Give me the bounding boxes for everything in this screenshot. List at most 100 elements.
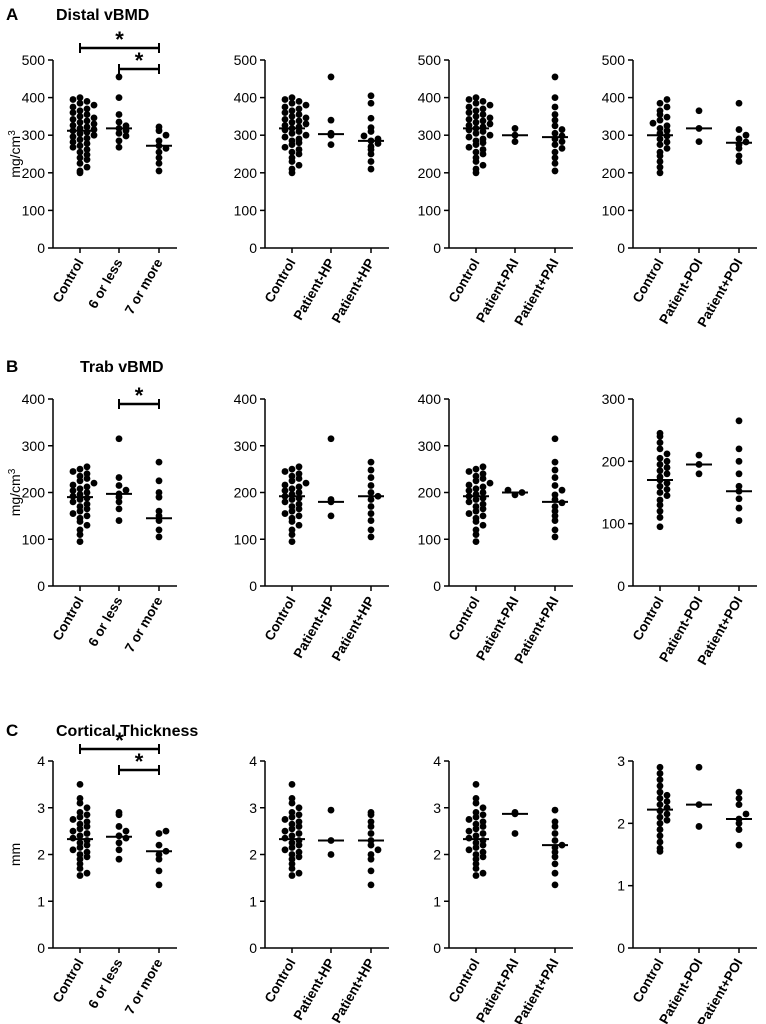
y-tick-label: 200: [602, 453, 626, 469]
data-point: [465, 109, 473, 117]
data-point: [155, 167, 163, 175]
data-point: [83, 97, 91, 105]
y-tick-label: 100: [234, 202, 258, 218]
data-point: [155, 493, 163, 501]
data-point: [115, 823, 123, 830]
data-point: [295, 500, 303, 508]
data-point: [558, 144, 566, 152]
data-point: [83, 146, 91, 153]
data-point: [288, 780, 296, 788]
data-point: [288, 107, 296, 115]
data-point: [76, 160, 84, 167]
data-point: [465, 816, 473, 823]
data-point: [288, 465, 296, 473]
data-point: [69, 481, 77, 489]
y-tick-label: 3: [433, 800, 441, 816]
data-point: [83, 483, 91, 491]
data-point: [327, 116, 335, 124]
y-axis-unit: mg/cm3: [7, 468, 24, 516]
data-point: [90, 114, 98, 122]
data-point: [656, 141, 664, 149]
y-tick-label: 2: [37, 847, 45, 863]
data-point: [76, 465, 84, 473]
panel-0-3: 0100200300400500ControlPatient-POIPatien…: [602, 52, 757, 329]
data-point: [281, 103, 289, 111]
data-point: [656, 158, 664, 165]
y-tick-label: 0: [433, 940, 441, 956]
data-point: [281, 827, 289, 835]
data-point: [115, 118, 123, 126]
data-point: [83, 848, 91, 856]
data-point: [288, 129, 296, 137]
data-point: [69, 510, 77, 517]
y-tick-label: 0: [37, 940, 45, 956]
y-tick-label: 100: [418, 202, 442, 218]
data-point: [288, 94, 296, 101]
y-tick-label: 400: [234, 391, 258, 407]
data-point: [551, 533, 559, 541]
data-point: [76, 507, 84, 515]
data-point: [663, 470, 671, 478]
data-point: [472, 832, 480, 840]
data-point: [115, 143, 123, 151]
data-point: [155, 458, 163, 466]
data-point: [281, 510, 289, 517]
data-point: [472, 485, 480, 493]
data-point: [551, 466, 559, 474]
panel-letter-a: A: [6, 5, 18, 24]
y-tick-label: 200: [602, 165, 626, 181]
data-point: [472, 780, 480, 788]
data-point: [472, 820, 480, 828]
data-point: [551, 154, 559, 162]
data-point: [472, 526, 480, 534]
data-point: [83, 140, 91, 147]
data-point: [656, 107, 664, 115]
y-tick-label: 0: [433, 578, 441, 594]
data-point: [83, 841, 91, 849]
data-point: [656, 99, 664, 107]
data-point: [551, 122, 559, 130]
data-point: [735, 417, 743, 425]
data-point: [479, 823, 487, 830]
data-point: [295, 489, 303, 496]
data-point: [479, 853, 487, 861]
data-point: [76, 799, 84, 807]
data-point: [69, 109, 77, 117]
category-label: Control: [262, 256, 299, 305]
y-tick-label: 0: [433, 240, 441, 256]
data-point: [472, 119, 480, 126]
data-point: [472, 872, 480, 879]
data-point: [656, 507, 664, 515]
data-point: [656, 813, 664, 821]
data-point: [656, 125, 664, 132]
data-point: [465, 510, 473, 517]
data-point: [281, 143, 289, 151]
data-point: [656, 169, 664, 177]
data-point: [76, 813, 84, 821]
data-point: [735, 99, 743, 107]
data-point: [69, 116, 77, 123]
data-point: [472, 129, 480, 137]
data-point: [281, 481, 289, 489]
data-point: [735, 504, 743, 512]
panel-0-1: 0 100 200 300 400 500 ControlPatient-HPPatient…: [234, 52, 389, 326]
data-point: [367, 489, 375, 496]
data-point: [288, 503, 296, 510]
data-point: [656, 148, 664, 156]
data-point: [288, 872, 296, 879]
data-point: [69, 143, 77, 151]
data-point: [76, 142, 84, 150]
data-point: [656, 807, 664, 815]
data-point: [465, 116, 473, 123]
category-label: Control: [630, 956, 667, 1005]
data-point: [76, 855, 84, 863]
data-point: [551, 823, 559, 830]
y-tick-label: 1: [249, 893, 257, 909]
data-point: [735, 841, 743, 849]
data-point: [83, 505, 91, 513]
data-point: [327, 512, 335, 520]
data-point: [551, 148, 559, 156]
data-point: [663, 457, 671, 465]
data-point: [295, 117, 303, 125]
